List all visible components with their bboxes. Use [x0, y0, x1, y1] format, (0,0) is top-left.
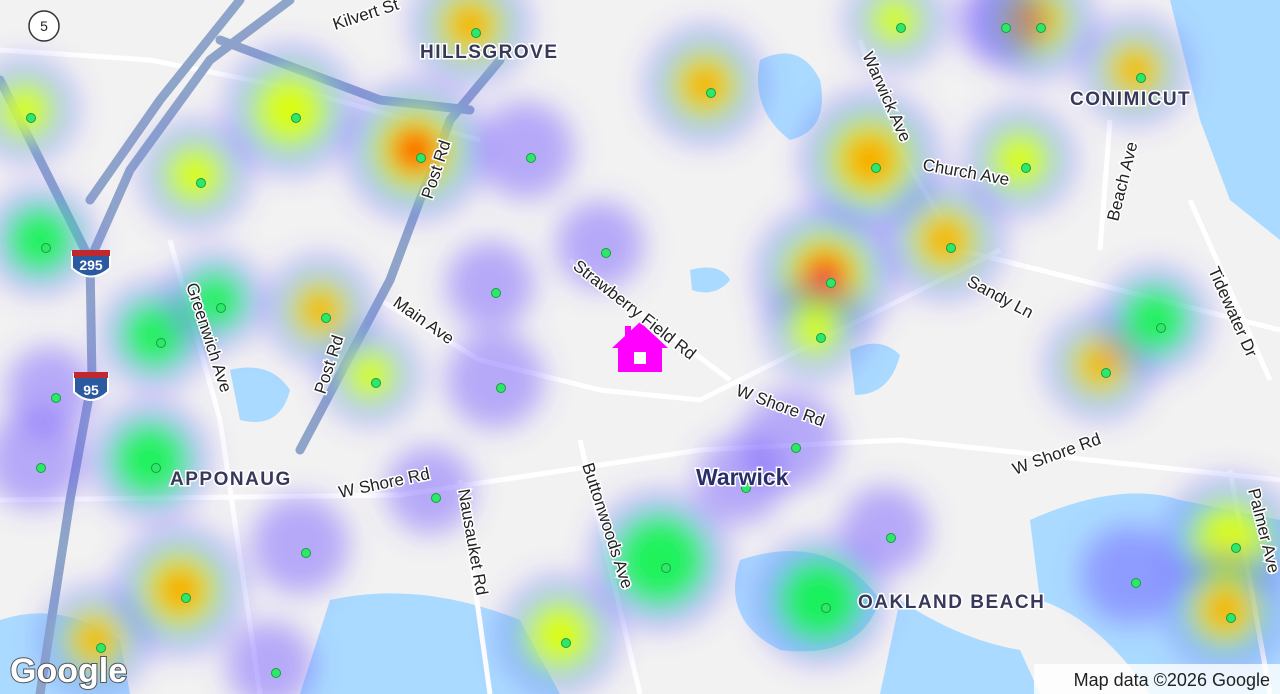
- heat-blob: [791, 306, 839, 354]
- attribution: Map data ©2026 Google: [1074, 670, 1270, 690]
- heat-blob: [185, 270, 245, 330]
- heat-point: [1156, 323, 1166, 333]
- heat-blob: [251, 496, 349, 594]
- place-label: CONIMICUT: [1070, 89, 1191, 110]
- heat-blob: [0, 84, 51, 136]
- heat-point: [291, 113, 301, 123]
- heat-point: [791, 443, 801, 453]
- road-label: Sandy Ln: [964, 272, 1036, 323]
- heat-blob: [299, 289, 341, 331]
- heat-point: [301, 548, 311, 558]
- heat-point: [706, 88, 716, 98]
- heat-point: [41, 243, 51, 253]
- heat-point: [526, 153, 536, 163]
- heat-point: [491, 288, 501, 298]
- heat-point: [561, 638, 571, 648]
- attribution-bg: [1034, 664, 1280, 694]
- heat-point: [1136, 73, 1146, 83]
- heat-point: [946, 243, 956, 253]
- heat-point: [741, 483, 751, 493]
- shield-label: 95: [83, 382, 99, 398]
- heat-point: [416, 153, 426, 163]
- heat-blob: [1121, 286, 1189, 354]
- heat-blob: [256, 76, 324, 144]
- heat-blob: [1079, 344, 1121, 386]
- heat-blob: [154, 564, 206, 616]
- heat-point: [321, 313, 331, 323]
- heat-blob: [112, 422, 188, 498]
- heat-blob: [167, 147, 223, 203]
- heat-point: [181, 593, 191, 603]
- heat-point: [196, 178, 206, 188]
- heat-blob: [476, 101, 574, 199]
- heat-blob: [346, 351, 394, 399]
- heat-blob: [921, 216, 969, 264]
- shield-label: 5: [40, 18, 48, 34]
- place-label: HILLSGROVE: [420, 42, 559, 63]
- heat-blob: [446, 1, 494, 49]
- road-label: Nausauket Rd: [454, 487, 491, 596]
- heat-blob: [956, 0, 1044, 64]
- heat-blob: [1114, 49, 1156, 91]
- heat-point: [816, 333, 826, 343]
- heat-blob: [841, 486, 929, 574]
- place-label: Warwick: [696, 464, 789, 490]
- heat-point: [271, 668, 281, 678]
- heat-blob: [226, 621, 314, 694]
- heat-blob: [696, 436, 784, 524]
- heat-point: [661, 563, 671, 573]
- heat-point: [26, 113, 36, 123]
- heat-point: [431, 493, 441, 503]
- heat-blob: [529, 604, 591, 666]
- heat-point: [471, 28, 481, 38]
- heat-point: [886, 533, 896, 543]
- heat-blob: [681, 61, 729, 109]
- heat-blob: [74, 619, 116, 661]
- route-shields: 295 95 5: [28, 10, 111, 401]
- heat-point: [1001, 23, 1011, 33]
- heat-point: [1131, 578, 1141, 588]
- heat-point: [1036, 23, 1046, 33]
- heat-blob: [1081, 526, 1179, 624]
- heat-blob: [613, 513, 707, 607]
- heat-point: [1226, 613, 1236, 623]
- heat-points: [26, 23, 1241, 678]
- heat-point: [821, 603, 831, 613]
- heat-blob: [556, 201, 644, 289]
- heat-point: [871, 163, 881, 173]
- heat-blob: [841, 131, 899, 189]
- road-label: Kilvert St: [330, 0, 401, 34]
- heat-point: [216, 303, 226, 313]
- heat-point: [1231, 543, 1241, 553]
- heat-blob: [871, 0, 919, 44]
- heat-blob: [6, 206, 74, 274]
- heat-blob: [778, 558, 862, 642]
- heat-point: [36, 463, 46, 473]
- heat-point: [496, 383, 506, 393]
- place-label: OAKLAND BEACH: [858, 592, 1045, 613]
- google-logo: Google: [10, 652, 127, 690]
- heat-blob: [446, 241, 534, 329]
- heat-point: [896, 23, 906, 33]
- heat-point: [826, 278, 836, 288]
- heat-blob: [386, 446, 474, 534]
- heat-point: [1021, 163, 1031, 173]
- heat-point: [371, 378, 381, 388]
- heat-point: [96, 643, 106, 653]
- heat-blob: [1201, 586, 1249, 634]
- heat-point: [601, 248, 611, 258]
- shield-label: 295: [79, 257, 103, 273]
- heat-blob: [446, 331, 544, 429]
- heat-point: [151, 463, 161, 473]
- heat-blob: [992, 132, 1048, 188]
- home-marker: [612, 322, 668, 372]
- heat-point: [156, 338, 166, 348]
- place-label: APPONAUG: [170, 469, 292, 490]
- heat-point: [51, 393, 61, 403]
- heat-point: [1101, 368, 1111, 378]
- heat-blob: [0, 411, 84, 509]
